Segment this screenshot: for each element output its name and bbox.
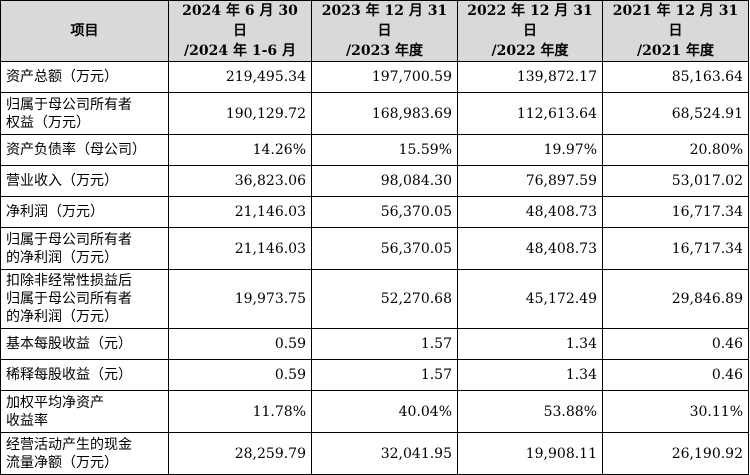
row-label-line: 基本每股收益（元） — [6, 336, 132, 352]
row-label: 营业收入（万元） — [0, 165, 169, 197]
table-row: 净利润（万元） 21,146.03 56,370.05 48,408.73 16,717… — [0, 196, 749, 228]
row-label: 归属于母公司所有者 的净利润（万元） — [0, 227, 169, 270]
row-label-line: 权益（万元） — [6, 114, 90, 131]
header-period-line2: /2024 年 1-6 月 — [184, 43, 296, 59]
row-value: 98,084.30 — [311, 165, 458, 197]
table-row: 归属于母公司所有者 的净利润（万元） 21,146.03 56,370.05 48,40… — [0, 227, 749, 270]
row-value: 16,717.34 — [602, 196, 749, 228]
table-row: 资产总额（万元） 219,495.34 197,700.59 139,872.17 85… — [0, 61, 749, 93]
row-value: 14.26% — [168, 134, 312, 166]
row-value: 53.88% — [457, 390, 603, 433]
row-value: 36,823.06 — [168, 165, 312, 197]
row-value: 45,172.49 — [457, 269, 603, 329]
row-value: 40.04% — [311, 390, 458, 433]
table-row: 稀释每股收益（元） 0.59 1.57 1.34 0.46 — [0, 359, 749, 391]
row-value: 20.80% — [602, 134, 749, 166]
table-row: 归属于母公司所有者 权益（万元） 190,129.72 168,983.69 112,6… — [0, 92, 749, 135]
table-row: 扣除非经常性损益后 归属于母公司所有者 的净利润（万元） 19,973.75 52,27… — [0, 269, 749, 329]
header-period-line1: 2022 年 12 月 31 日 — [467, 3, 593, 39]
row-label-line: 的净利润（万元） — [6, 249, 118, 266]
row-label-line: 营业收入（万元） — [6, 173, 118, 189]
row-value: 19,908.11 — [457, 432, 603, 475]
row-value: 112,613.64 — [457, 92, 603, 135]
row-value: 190,129.72 — [168, 92, 312, 135]
row-label: 资产总额（万元） — [0, 61, 169, 93]
row-value: 19,973.75 — [168, 269, 312, 329]
row-label-line: 收益率 — [6, 412, 48, 429]
header-period-line1: 2023 年 12 月 31 日 — [321, 3, 448, 39]
row-value: 76,897.59 — [457, 165, 603, 197]
row-label: 净利润（万元） — [0, 196, 169, 228]
row-label: 基本每股收益（元） — [0, 328, 169, 360]
header-period-2023: 2023 年 12 月 31 日 /2023 年度 — [311, 0, 458, 62]
row-label-line: 资产总额（万元） — [6, 69, 118, 85]
row-label-line: 稀释每股收益（元） — [6, 367, 132, 383]
row-value: 28,259.79 — [168, 432, 312, 475]
row-label-line: 扣除非经常性损益后 — [6, 273, 132, 289]
row-label-line: 净利润（万元） — [6, 204, 104, 220]
row-label: 加权平均净资产 收益率 — [0, 390, 169, 433]
header-period-2024h1: 2024 年 6 月 30 日 /2024 年 1-6 月 — [168, 0, 312, 62]
row-label-line: 经营活动产生的现金 — [6, 436, 132, 453]
row-value: 0.46 — [602, 359, 749, 391]
row-value: 1.34 — [457, 328, 603, 360]
row-value: 30.11% — [602, 390, 749, 433]
row-value: 0.59 — [168, 328, 312, 360]
row-label: 稀释每股收益（元） — [0, 359, 169, 391]
row-label: 资产负债率（母公司） — [0, 134, 169, 166]
table-row: 资产负债率（母公司） 14.26% 15.59% 19.97% 20.80% — [0, 134, 749, 166]
row-value: 1.34 — [457, 359, 603, 391]
row-label: 归属于母公司所有者 权益（万元） — [0, 92, 169, 135]
row-value: 26,190.92 — [602, 432, 749, 475]
header-period-2022: 2022 年 12 月 31 日 /2022 年度 — [457, 0, 603, 62]
row-value: 48,408.73 — [457, 227, 603, 270]
row-value: 0.59 — [168, 359, 312, 391]
header-period-line2: /2022 年度 — [491, 43, 569, 59]
header-period-line2: /2021 年度 — [637, 43, 714, 59]
row-label-line: 流量净额（万元） — [6, 454, 118, 471]
row-value: 32,041.95 — [311, 432, 458, 475]
row-value: 85,163.64 — [602, 61, 749, 93]
header-period-line2: /2023 年度 — [346, 43, 423, 59]
row-label: 扣除非经常性损益后 归属于母公司所有者 的净利润（万元） — [0, 269, 169, 329]
table-row: 基本每股收益（元） 0.59 1.57 1.34 0.46 — [0, 328, 749, 360]
row-value: 21,146.03 — [168, 196, 312, 228]
row-value: 19.97% — [457, 134, 603, 166]
row-label-line: 资产负债率（母公司） — [6, 142, 146, 158]
row-value: 15.59% — [311, 134, 458, 166]
header-period-line1: 2024 年 6 月 30 日 — [182, 3, 298, 39]
row-value: 52,270.68 — [311, 269, 458, 329]
row-value: 48,408.73 — [457, 196, 603, 228]
row-value: 53,017.02 — [602, 165, 749, 197]
row-label-line: 归属于母公司所有者 — [6, 96, 132, 113]
row-value: 29,846.89 — [602, 269, 749, 329]
row-label-line: 归属于母公司所有者 — [6, 291, 132, 307]
header-period-2021: 2021 年 12 月 31 日 /2021 年度 — [602, 0, 749, 62]
header-item: 项目 — [0, 0, 169, 62]
row-value: 21,146.03 — [168, 227, 312, 270]
row-value: 1.57 — [311, 328, 458, 360]
row-value: 0.46 — [602, 328, 749, 360]
row-label: 经营活动产生的现金 流量净额（万元） — [0, 432, 169, 475]
table-row: 加权平均净资产 收益率 11.78% 40.04% 53.88% 30.11% — [0, 390, 749, 433]
header-row: 项目 2024 年 6 月 30 日 /2024 年 1-6 月 2023 年 … — [0, 0, 749, 62]
row-value: 168,983.69 — [311, 92, 458, 135]
row-label-line: 加权平均净资产 — [6, 394, 104, 411]
row-value: 1.57 — [311, 359, 458, 391]
row-value: 11.78% — [168, 390, 312, 433]
table-row: 营业收入（万元） 36,823.06 98,084.30 76,897.59 53,01… — [0, 165, 749, 197]
row-value: 56,370.05 — [311, 196, 458, 228]
header-period-line1: 2021 年 12 月 31 日 — [612, 3, 739, 39]
table-body: 资产总额（万元） 219,495.34 197,700.59 139,872.17 85… — [0, 61, 749, 475]
row-value: 16,717.34 — [602, 227, 749, 270]
row-value: 219,495.34 — [168, 61, 312, 93]
row-value: 139,872.17 — [457, 61, 603, 93]
row-value: 68,524.91 — [602, 92, 749, 135]
row-value: 56,370.05 — [311, 227, 458, 270]
table-row: 经营活动产生的现金 流量净额（万元） 28,259.79 32,041.95 19,90… — [0, 432, 749, 475]
row-label-line: 的净利润（万元） — [6, 309, 118, 325]
row-label-line: 归属于母公司所有者 — [6, 231, 132, 248]
row-value: 197,700.59 — [311, 61, 458, 93]
